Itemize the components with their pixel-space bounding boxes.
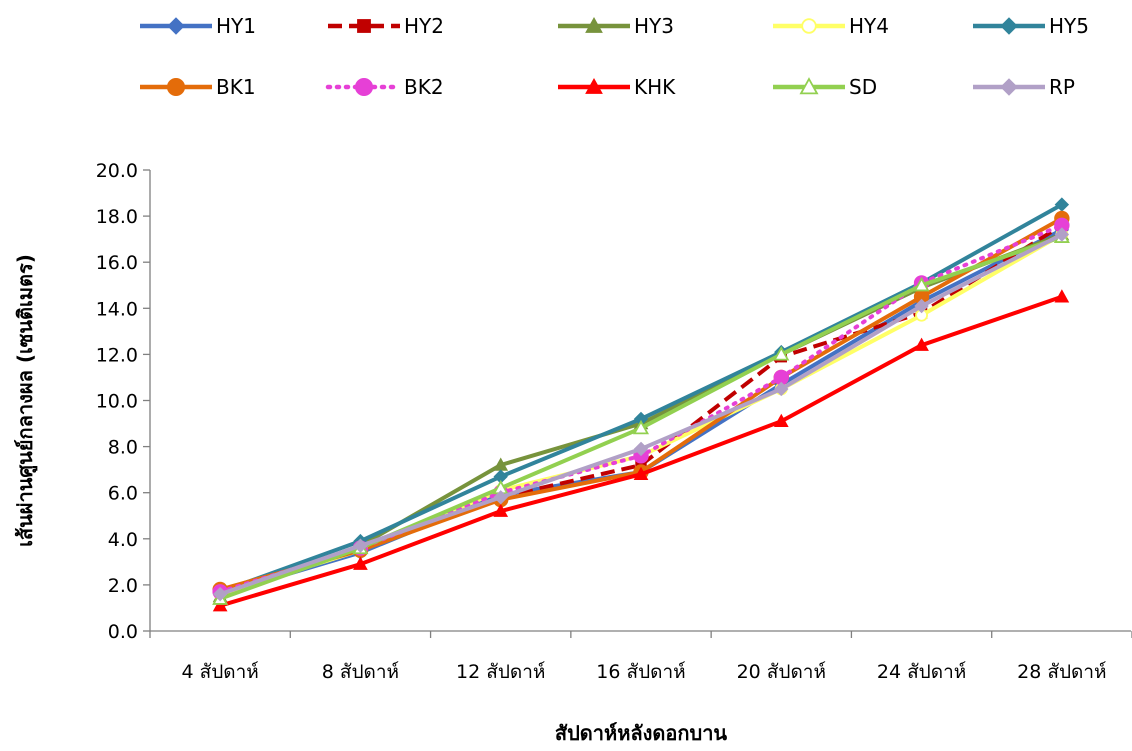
y-axis-tick-labels: 0.0 2.0 4.0 6.0 8.0 10.0 12.0 14.0 16.0 18.0 20.0: [96, 160, 138, 643]
legend-item-bk2: BK2: [325, 75, 444, 99]
axes: [143, 169, 1132, 638]
legend-label: SD: [849, 75, 877, 99]
x-tick-label: 4 สัปดาห์: [181, 661, 258, 683]
legend-item-hy3: HY3: [558, 14, 674, 38]
legend-item-rp: RP: [973, 75, 1075, 99]
y-tick-label: 20.0: [96, 160, 138, 182]
x-tick-label: 16 สัปดาห์: [596, 661, 685, 683]
legend-item-hy2: HY2: [328, 14, 444, 38]
data-point: [493, 503, 509, 517]
y-tick-label: 14.0: [96, 298, 138, 320]
legend-marker: [166, 77, 186, 97]
legend-marker: [801, 18, 817, 34]
legend-item-bk1: BK1: [140, 75, 256, 99]
data-point: [773, 413, 789, 427]
legend-label: HY1: [216, 14, 256, 38]
data-point: [914, 337, 929, 351]
y-tick-label: 10.0: [96, 391, 138, 413]
x-tick-label: 12 สัปดาห์: [456, 661, 545, 683]
data-point: [1054, 289, 1070, 303]
y-tick-label: 2.0: [108, 575, 138, 597]
y-tick-label: 6.0: [108, 483, 138, 505]
x-tick-label: 20 สัปดาห์: [737, 661, 826, 683]
data-point: [212, 598, 228, 612]
series-bk2: [212, 217, 1070, 600]
legend-item-sd: SD: [773, 75, 877, 99]
x-tick-label: 24 สัปดาห์: [877, 661, 966, 683]
data-point: [773, 346, 790, 361]
data-point: [212, 586, 228, 602]
series-line: [219, 202, 1063, 594]
legend-label: HY5: [1049, 14, 1089, 38]
legend-marker: [357, 19, 371, 33]
legend-item-khk: KHK: [558, 75, 676, 99]
legend-label: BK2: [404, 75, 444, 99]
series-hy5: [212, 197, 1070, 600]
data-point: [774, 381, 789, 397]
legend-item-hy1: HY1: [140, 14, 256, 38]
legend-marker: [167, 17, 185, 35]
data-point: [633, 466, 649, 480]
data-point: [914, 298, 929, 314]
legend-marker: [354, 77, 374, 97]
y-tick-label: 8.0: [108, 437, 138, 459]
legend-label: RP: [1049, 75, 1075, 99]
x-tick-label: 28 สัปดาห์: [1017, 661, 1106, 683]
series-lines: [212, 197, 1070, 612]
legend: HY1 HY2 HY3 HY4 HY5 BK1 BK2 KHK SD RP: [140, 14, 1089, 99]
data-point: [632, 419, 650, 435]
data-point: [353, 556, 368, 570]
legend-item-hy4: HY4: [773, 14, 889, 38]
legend-marker: [585, 77, 603, 94]
data-point: [353, 538, 368, 553]
data-point: [1054, 227, 1070, 242]
y-tick-label: 12.0: [96, 344, 138, 366]
legend-marker: [585, 16, 603, 33]
y-tick-label: 16.0: [96, 252, 138, 274]
legend-label: HY3: [634, 14, 674, 38]
legend-label: HY2: [404, 14, 444, 38]
data-point: [913, 276, 930, 292]
y-tick-label: 18.0: [96, 206, 138, 228]
x-axis-tick-labels: 4 สัปดาห์ 8 สัปดาห์ 12 สัปดาห์ 16 สัปดาห์ 20…: [181, 661, 1106, 683]
data-point: [493, 490, 508, 505]
y-tick-label: 4.0: [108, 529, 138, 551]
x-axis-title: สัปดาห์หลังดอกบาน: [555, 721, 728, 745]
legend-label: KHK: [634, 75, 676, 99]
series-khk: [212, 289, 1070, 612]
legend-marker: [1000, 17, 1018, 35]
legend-label: BK1: [216, 75, 256, 99]
y-tick-label: 0.0: [108, 621, 138, 643]
legend-label: HY4: [849, 14, 889, 38]
data-point: [633, 441, 649, 457]
y-axis-title: เส้นผ่านศูนย์กลางผล (เซนติเมตร): [13, 254, 39, 547]
series-bk1: [212, 210, 1070, 598]
x-tick-label: 8 สัปดาห์: [322, 661, 399, 683]
legend-item-hy5: HY5: [973, 14, 1089, 38]
legend-marker: [799, 77, 819, 95]
series-rp: [212, 227, 1070, 602]
legend-marker: [1000, 78, 1018, 96]
